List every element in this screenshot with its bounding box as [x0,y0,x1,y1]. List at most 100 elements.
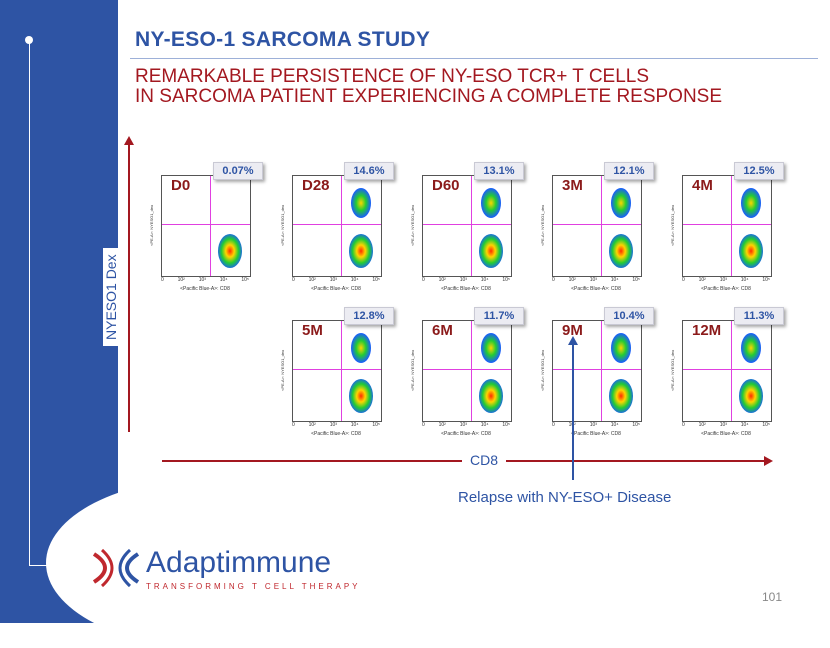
tick-label: 10⁴ [480,422,489,428]
cell-population-blob [739,234,763,268]
flow-panel: <PE-A>: NYESO1_dex 0 10² 10³ 10⁴ 10⁵ <Pacific … [668,162,784,295]
logo-backdrop [46,478,376,648]
sidebar-dot [25,36,33,44]
gate-vertical [471,321,472,421]
percent-badge: 12.5% [734,162,784,180]
flow-panel: <PE-A>: NYESO1_dex 0 10² 10³ 10⁴ 10⁵ <Pacific … [278,162,394,295]
cell-population-blob [479,379,503,413]
gate-horizontal [162,224,250,225]
tick-label: 0 [292,422,295,428]
panel-x-axis-label: <Pacific Blue-A>: CD8 [571,286,621,292]
timepoint-label: 3M [560,177,585,194]
gate-horizontal [553,224,641,225]
gate-vertical [341,176,342,276]
panel-x-axis-label: <Pacific Blue-A>: CD8 [701,431,751,437]
tick-label: 10² [568,277,576,283]
flow-panel: <PE-A>: NYESO1_dex 0 10² 10³ 10⁴ 10⁵ <Pacific … [278,307,394,440]
timepoint-label: D60 [430,177,462,194]
tick-label: 0 [422,422,425,428]
flow-panel: <PE-A>: NYESO1_dex 0 10² 10³ 10⁴ 10⁵ <Pacific … [147,162,263,295]
panel-x-axis-label: <Pacific Blue-A>: CD8 [180,286,230,292]
y-axis-arrow [128,140,130,432]
tick-label: 10³ [329,422,337,428]
panel-y-axis-label: <PE-A>: NYESO1_dex [280,349,285,391]
cell-population-blob [218,234,242,268]
panel-y-axis-label: <PE-A>: NYESO1_dex [670,349,675,391]
page-title: NY-ESO-1 SARCOMA STUDY [135,28,431,51]
percent-badge: 13.1% [474,162,524,180]
gate-horizontal [293,224,381,225]
gate-horizontal [683,224,771,225]
tick-label: 0 [161,277,164,283]
tick-label: 10² [698,277,706,283]
percent-badge: 10.4% [604,307,654,325]
tick-label: 0 [682,422,685,428]
tick-label: 10⁵ [762,422,770,428]
panel-x-ticks: 0 10² 10³ 10⁴ 10⁵ [682,277,770,283]
tick-label: 0 [552,422,555,428]
percent-badge: 12.1% [604,162,654,180]
percent-badge: 0.07% [213,162,263,180]
tick-label: 10⁴ [740,277,749,283]
dex-positive-population-blob [351,188,371,218]
percent-badge: 14.6% [344,162,394,180]
tick-label: 10³ [459,277,467,283]
tick-label: 10⁴ [610,422,619,428]
tick-label: 10³ [719,277,727,283]
flow-panel: <PE-A>: NYESO1_dex 0 10² 10³ 10⁴ 10⁵ <Pacific … [538,162,654,295]
timepoint-label: 6M [430,322,455,339]
tick-label: 0 [682,277,685,283]
cell-population-blob [609,234,633,268]
tick-label: 10² [308,422,316,428]
tick-label: 10⁵ [762,277,770,283]
cell-population-blob [349,379,373,413]
dex-positive-population-blob [611,333,631,363]
timepoint-label: 12M [690,322,724,339]
gate-horizontal [423,369,511,370]
percent-badge: 12.8% [344,307,394,325]
helix-logo-icon [92,548,140,588]
gate-vertical [731,176,732,276]
relapse-pointer-arrowhead [568,336,578,345]
relapse-annotation: Relapse with NY-ESO+ Disease [458,489,672,506]
flow-plot-area [292,320,382,422]
panel-x-axis-label: <Pacific Blue-A>: CD8 [571,431,621,437]
panel-x-axis-label: <Pacific Blue-A>: CD8 [311,431,361,437]
relapse-pointer-line [572,344,574,480]
dex-positive-population-blob [481,333,501,363]
tick-label: 10⁵ [502,277,510,283]
flow-panel: <PE-A>: NYESO1_dex 0 10² 10³ 10⁴ 10⁵ <Pacific … [408,307,524,440]
panel-x-axis-label: <Pacific Blue-A>: CD8 [701,286,751,292]
brand-tagline: TRANSFORMING T CELL THERAPY [146,582,361,591]
sidebar-decor-line [29,40,110,566]
tick-label: 10⁵ [372,422,380,428]
dex-positive-population-blob [741,333,761,363]
gate-vertical [210,176,211,276]
timepoint-label: D28 [300,177,332,194]
tick-label: 10⁴ [219,277,228,283]
flow-plot-area [682,175,772,277]
tick-label: 10³ [459,422,467,428]
tick-label: 10⁴ [740,422,749,428]
tick-label: 10³ [198,277,206,283]
panel-x-axis-label: <Pacific Blue-A>: CD8 [311,286,361,292]
gate-vertical [601,176,602,276]
panel-x-axis-label: <Pacific Blue-A>: CD8 [441,286,491,292]
tick-label: 10⁵ [632,422,640,428]
tick-label: 10³ [589,277,597,283]
tick-label: 10² [308,277,316,283]
panel-y-axis-label: <PE-A>: NYESO1_dex [410,204,415,246]
tick-label: 10³ [719,422,727,428]
timepoint-label: 4M [690,177,715,194]
tick-label: 0 [422,277,425,283]
subtitle-line-2: IN SARCOMA PATIENT EXPERIENCING A COMPLE… [135,86,723,107]
cell-population-blob [609,379,633,413]
